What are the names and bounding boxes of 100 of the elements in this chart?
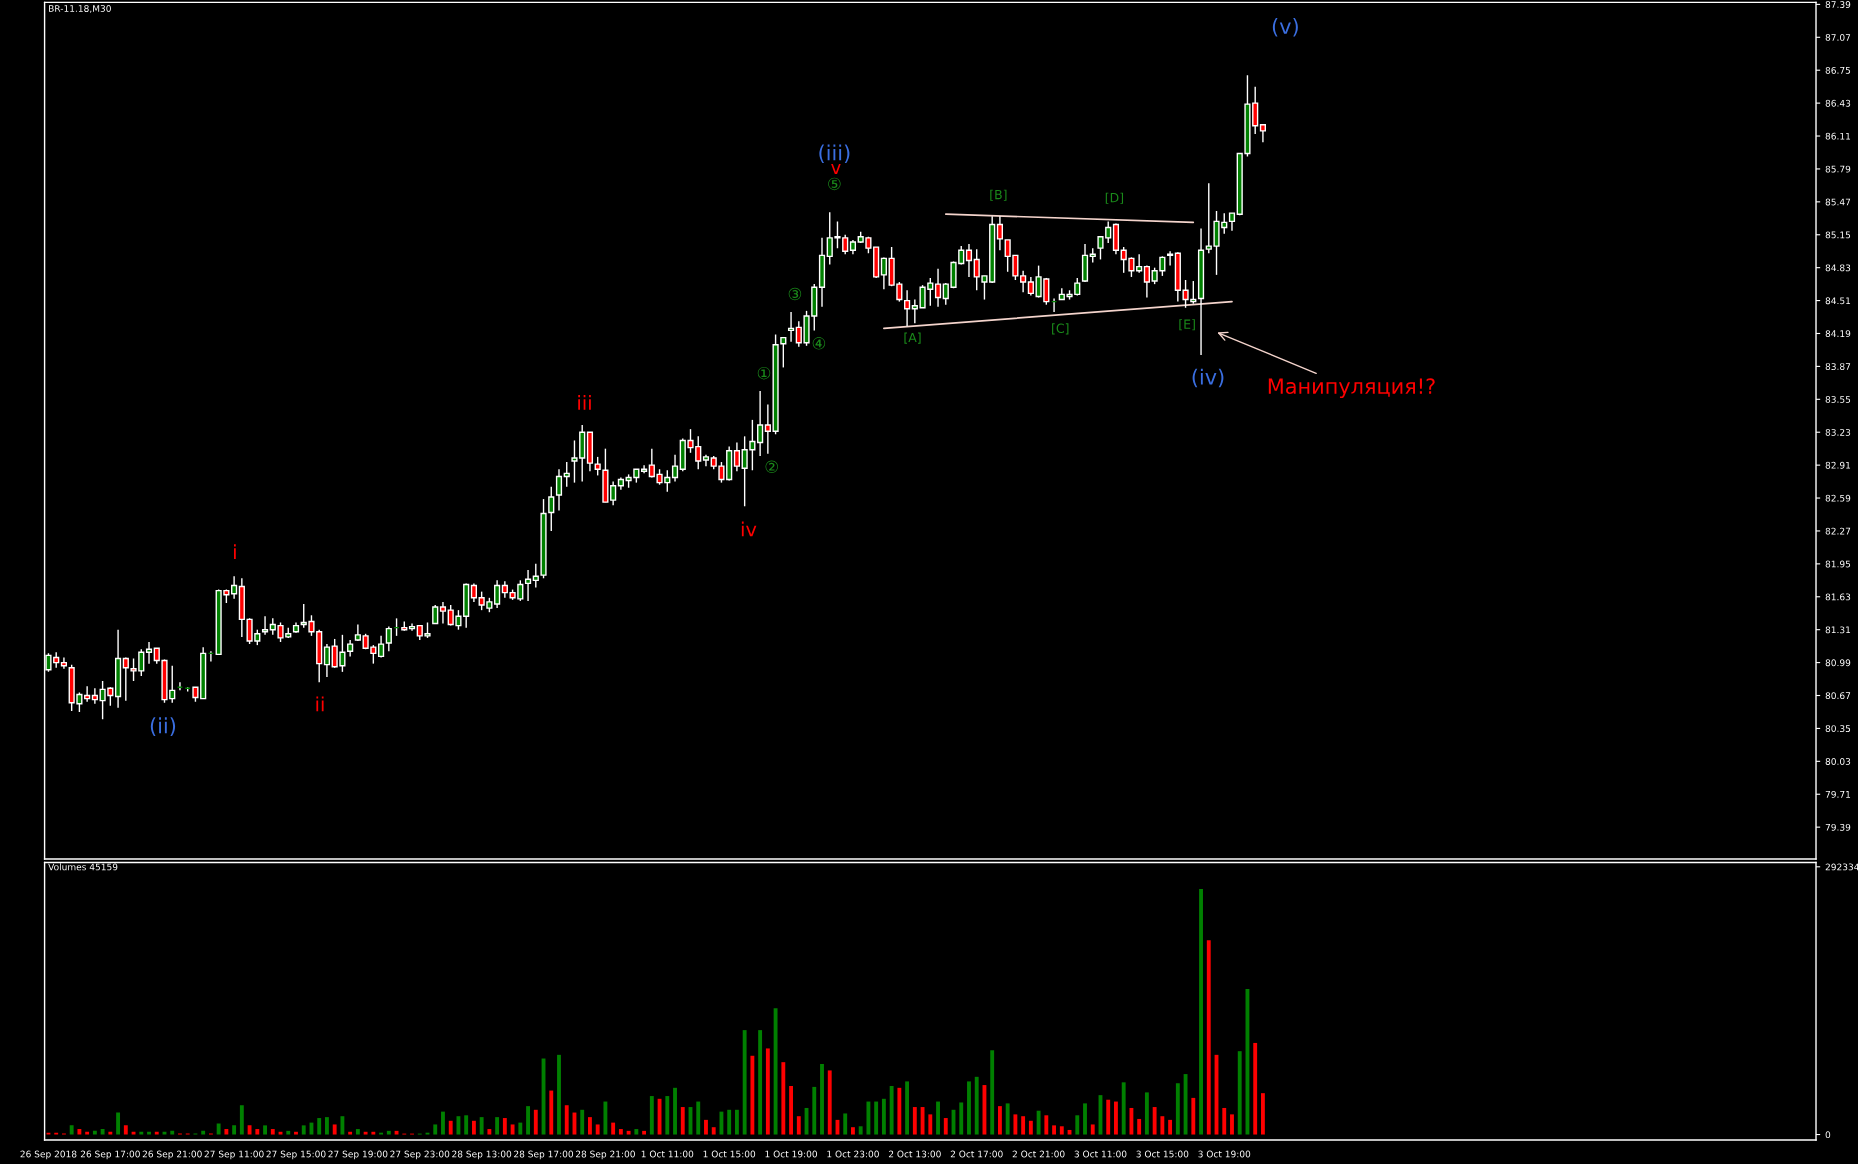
bar: [588, 1117, 592, 1135]
bar: [518, 1122, 523, 1135]
annotation: ④: [812, 337, 826, 350]
bar: [1191, 1097, 1196, 1135]
bar: [263, 1125, 267, 1135]
bar: [928, 1114, 933, 1135]
bar: [464, 1115, 469, 1135]
y-tick-label: 83.23: [1825, 428, 1851, 436]
candlestick: [385, 625, 392, 652]
bar: [889, 1085, 894, 1135]
bar: [564, 1105, 569, 1135]
bar: [386, 1130, 391, 1135]
bar: [827, 1070, 832, 1135]
bar: [100, 1129, 105, 1135]
candlestick: [563, 461, 570, 488]
candlestick: [323, 643, 331, 678]
bar: [1083, 1103, 1087, 1135]
candlestick: [787, 311, 795, 343]
bar: [897, 1087, 902, 1135]
candlestick: [640, 464, 648, 475]
x-tick-label: 28 Sep 21:00: [575, 1150, 635, 1160]
bar: [1106, 1099, 1111, 1135]
x-tick-label: 2 Oct 21:00: [1012, 1150, 1065, 1158]
bar: [85, 1131, 90, 1135]
y-tick-label: 82.27: [1825, 527, 1851, 535]
y-tick-label: 86.11: [1825, 132, 1851, 140]
candlestick: [996, 215, 1004, 251]
annotation: (v): [1272, 17, 1298, 37]
y-tick-label: 85.79: [1825, 165, 1851, 173]
x-tick-label: 2 Oct 13:00: [888, 1150, 941, 1158]
candlestick: [532, 563, 539, 589]
y-tick-label: 84.19: [1825, 330, 1851, 338]
x-tick-label: 3 Oct 11:00: [1074, 1150, 1127, 1158]
bar: [116, 1112, 121, 1135]
bar: [1028, 1120, 1033, 1135]
bar: [1152, 1107, 1157, 1135]
annotation: ii: [316, 696, 324, 712]
bar: [557, 1054, 561, 1135]
candlestick: [1143, 264, 1150, 299]
bar: [734, 1109, 739, 1135]
bar: [943, 1118, 948, 1135]
bar: [139, 1131, 144, 1135]
bar: [1237, 1051, 1242, 1135]
annotation: Манипуляция!?: [1268, 378, 1435, 399]
bar: [704, 1119, 708, 1135]
x-tick-label: 27 Sep 19:00: [328, 1150, 388, 1160]
bar: [1044, 1115, 1049, 1135]
candlestick: [780, 336, 787, 369]
bar: [881, 1098, 886, 1135]
candlestick: [84, 685, 91, 703]
bar: [247, 1125, 252, 1135]
annotation: [E]: [1179, 319, 1195, 331]
bar: [711, 1127, 716, 1135]
y-tick-label: 82.91: [1825, 461, 1851, 469]
bar: [1183, 1074, 1188, 1135]
bar: [874, 1101, 879, 1135]
bar: [487, 1129, 492, 1135]
bar: [1059, 1126, 1064, 1135]
bar: [294, 1131, 298, 1135]
bar: [549, 1090, 554, 1135]
candlestick: [757, 390, 764, 457]
y-tick-label: 87.07: [1825, 34, 1851, 41]
bar: [1160, 1116, 1165, 1135]
bar: [781, 1062, 786, 1135]
bar: [332, 1124, 337, 1135]
x-tick-label: 27 Sep 11:00: [204, 1150, 264, 1160]
candlestick: [122, 656, 129, 702]
x-tick-label: 1 Oct 19:00: [765, 1150, 818, 1158]
bar: [216, 1123, 221, 1135]
bar: [479, 1117, 484, 1135]
bar: [255, 1129, 260, 1135]
bar: [1222, 1107, 1227, 1135]
bar: [580, 1109, 585, 1135]
y-tick-label: 85.47: [1825, 198, 1851, 206]
bar: [301, 1125, 306, 1135]
candlestick: [1027, 276, 1034, 297]
y-tick-label: 81.63: [1825, 593, 1851, 601]
bar: [851, 1127, 855, 1135]
annotation: (iv): [1192, 368, 1224, 388]
candlestick: [1167, 250, 1174, 267]
bar: [154, 1131, 159, 1135]
bar: [448, 1120, 453, 1135]
candlestick: [965, 243, 973, 278]
bar: [340, 1116, 345, 1135]
annotation: (ii): [150, 717, 176, 736]
x-tick-label: 1 Oct 15:00: [703, 1150, 756, 1158]
bar: [1036, 1110, 1041, 1135]
bar: [1168, 1119, 1173, 1135]
bar: [1075, 1115, 1080, 1135]
bar: [618, 1129, 623, 1135]
x-tick-label: 26 Sep 21:00: [142, 1150, 202, 1160]
bar: [1199, 889, 1203, 1135]
x-tick-label: 1 Oct 23:00: [827, 1150, 879, 1158]
y-tick-label: 81.95: [1825, 560, 1851, 568]
candlestick: [934, 268, 942, 308]
bar: [108, 1131, 113, 1135]
candlestick: [594, 456, 601, 477]
candlestick: [60, 656, 68, 670]
annotation: [D]: [1105, 192, 1124, 204]
bar: [533, 1109, 538, 1135]
